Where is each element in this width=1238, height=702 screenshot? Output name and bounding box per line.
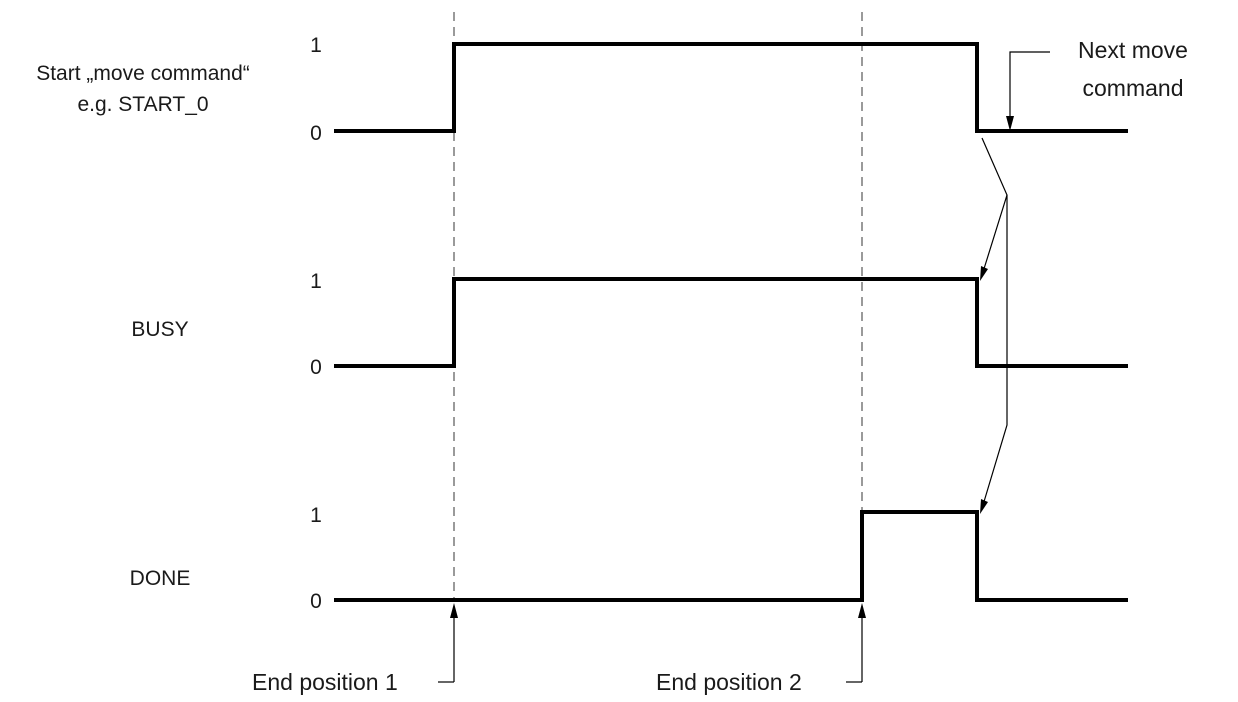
next-move-pointer — [1009, 51, 1050, 118]
start-signal-label-line1: Start „move command“ — [36, 62, 250, 85]
busy-level-high: 1 — [310, 270, 322, 293]
done-level-low: 0 — [310, 590, 322, 613]
causality-arrowhead-busy — [980, 266, 988, 281]
busy-signal-waveform — [334, 277, 1128, 368]
causality-arrowhead-done — [980, 499, 988, 514]
start-signal-waveform — [334, 42, 1128, 133]
busy-level-low: 0 — [310, 356, 322, 379]
causality-connector-line-lower — [982, 195, 1008, 506]
done-level-high: 1 — [310, 504, 322, 527]
done-signal-label: DONE — [130, 567, 191, 590]
causality-connector-line — [981, 137, 1008, 273]
start-level-low: 0 — [310, 122, 322, 145]
start-signal-label-line2: e.g. START_0 — [77, 93, 208, 116]
end-position-2-arrowhead — [858, 603, 866, 618]
start-level-high: 1 — [310, 34, 322, 57]
next-move-arrowhead — [1006, 116, 1014, 131]
busy-signal-label: BUSY — [131, 318, 188, 341]
done-signal-waveform — [334, 510, 1128, 602]
next-move-annotation-line2: command — [1083, 75, 1184, 101]
end-position-1-label: End position 1 — [252, 669, 398, 695]
end-position-1-arrowhead — [450, 603, 458, 618]
end-position-2-label: End position 2 — [656, 669, 802, 695]
next-move-annotation-line1: Next move — [1078, 37, 1188, 63]
